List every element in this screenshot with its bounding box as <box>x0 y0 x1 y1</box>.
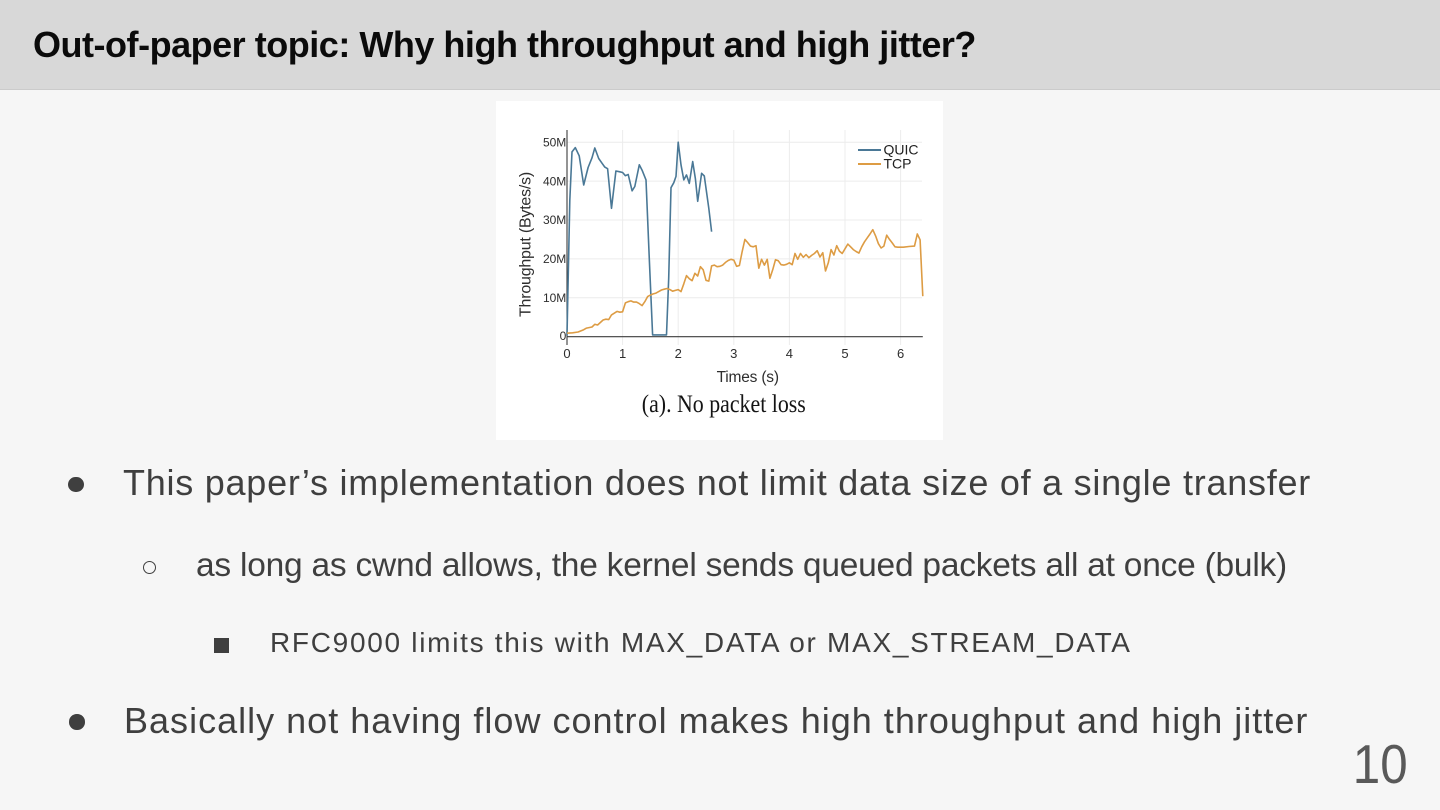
svg-text:50M: 50M <box>543 135 566 149</box>
svg-text:(a). No packet loss: (a). No packet loss <box>642 391 806 418</box>
svg-text:0: 0 <box>560 329 567 343</box>
svg-text:40M: 40M <box>543 174 566 188</box>
svg-text:3: 3 <box>730 346 737 361</box>
svg-text:20M: 20M <box>543 252 566 266</box>
svg-text:4: 4 <box>786 346 793 361</box>
svg-text:2: 2 <box>675 346 682 361</box>
svg-text:Throughput (Bytes/s): Throughput (Bytes/s) <box>518 172 535 317</box>
svg-text:1: 1 <box>619 346 626 361</box>
svg-text:30M: 30M <box>543 213 566 227</box>
svg-text:QUIC: QUIC <box>884 141 919 157</box>
svg-text:TCP: TCP <box>884 155 912 171</box>
svg-text:Times (s): Times (s) <box>717 369 779 386</box>
svg-text:5: 5 <box>841 346 848 361</box>
svg-text:0: 0 <box>563 346 570 361</box>
svg-text:6: 6 <box>897 346 904 361</box>
svg-text:10M: 10M <box>543 291 566 305</box>
